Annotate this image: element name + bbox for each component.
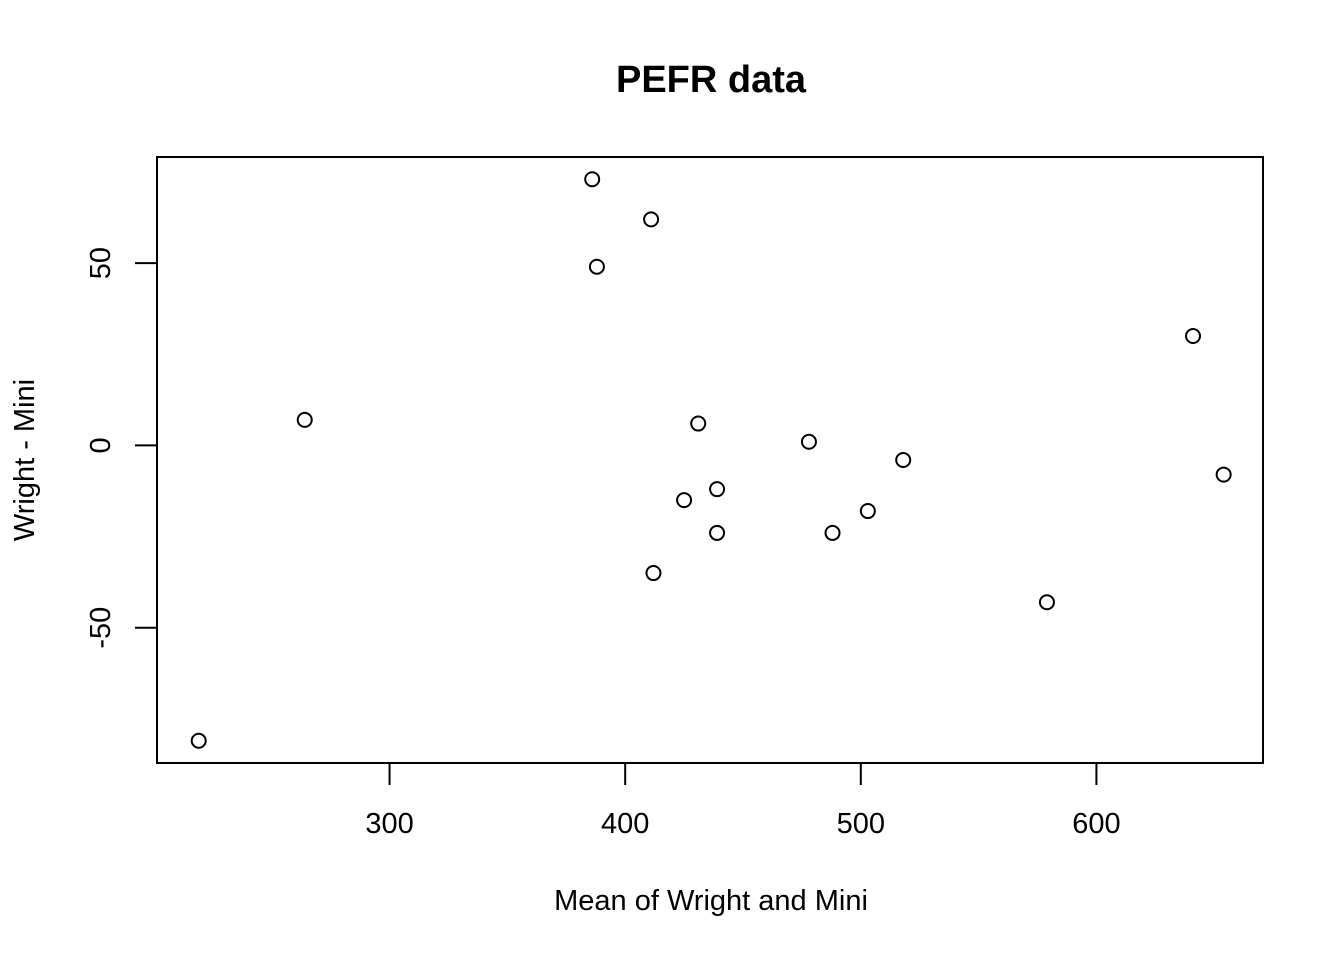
data-point [824,524,841,541]
data-point [895,452,912,468]
data-point [690,415,707,432]
data-point [1185,328,1202,345]
x-tick-label: 400 [601,808,649,840]
data-point [709,524,726,541]
x-tick-label: 500 [837,808,885,840]
data-points [190,171,1232,749]
plot-frame [156,156,1264,764]
data-point [1215,466,1232,483]
y-axis: -50 0 50 [85,247,158,649]
x-tick-label: 600 [1072,808,1120,840]
data-point [645,565,662,582]
chart-title: PEFR data [616,59,807,101]
data-point [676,492,693,509]
data-point [859,503,876,520]
data-point [190,732,207,749]
y-tick-label: 0 [85,437,117,453]
data-point [296,411,313,428]
y-axis-label: Wright - Mini [9,379,41,541]
data-point [1038,594,1055,611]
y-tick-label: -50 [85,607,117,649]
x-tick-label: 300 [365,808,413,840]
y-tick-label: 50 [85,247,117,279]
x-axis: 300 400 500 600 [365,762,1121,840]
data-point [643,211,660,228]
x-axis-label: Mean of Wright and Mini [554,885,868,917]
data-point [800,433,817,450]
data-point [584,171,601,188]
data-point [588,258,605,275]
data-point [709,481,726,498]
